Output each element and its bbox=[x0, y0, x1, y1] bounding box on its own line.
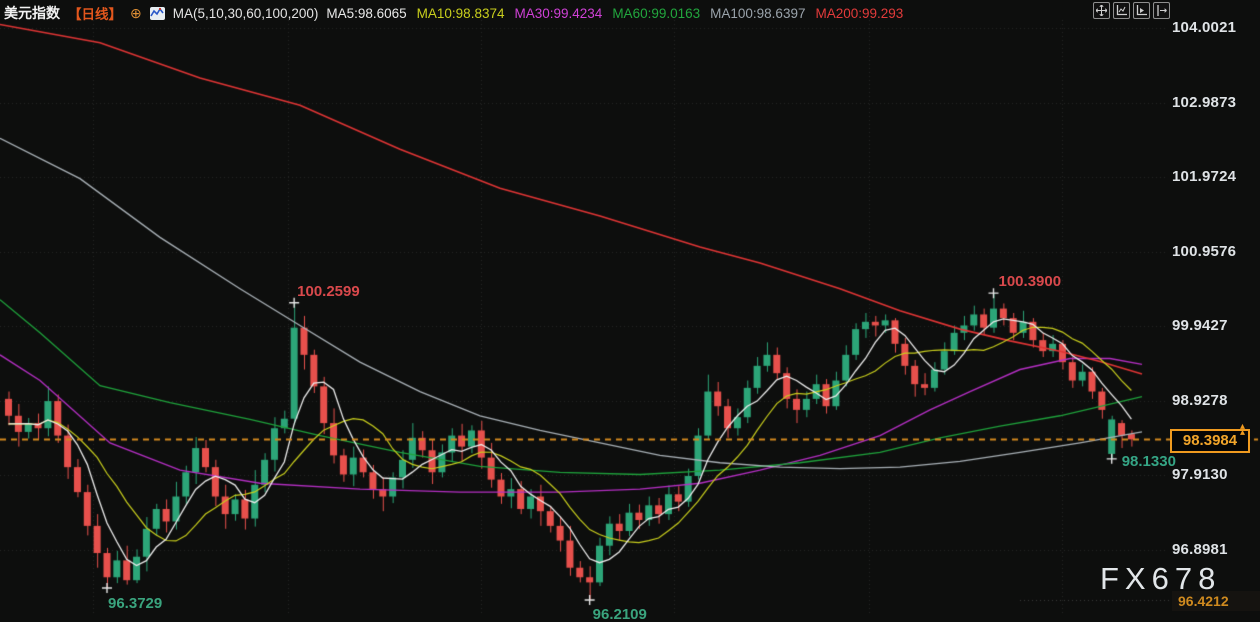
extreme-price-label: 96.2109 bbox=[592, 605, 647, 622]
price-axis-label: 101.9724 bbox=[1172, 168, 1237, 185]
chart-toolbar bbox=[1093, 2, 1170, 19]
ma-legend-item-ma200[interactable]: MA200:99.293 bbox=[815, 5, 904, 21]
session-low-marker: 96.4212 bbox=[1172, 591, 1260, 611]
price-axis-label: 100.9576 bbox=[1172, 242, 1237, 260]
ma-params-label[interactable]: MA(5,10,30,60,100,200) bbox=[172, 5, 319, 21]
extreme-price-label: 96.3729 bbox=[108, 595, 163, 613]
extreme-price-label: 100.2599 bbox=[297, 282, 360, 300]
price-axis-label: 99.9427 bbox=[1172, 317, 1228, 334]
ma-legend: MA5:98.6065 MA10:98.8374 MA30:99.4234 MA60:… bbox=[326, 6, 903, 21]
price-axis-label: 102.9873 bbox=[1172, 93, 1237, 111]
ma-legend-item-ma10[interactable]: MA10:98.8374 bbox=[416, 5, 505, 21]
ma-legend-item-ma5[interactable]: MA5:98.6065 bbox=[326, 5, 407, 21]
ma-legend-item-ma30[interactable]: MA30:99.4234 bbox=[514, 5, 603, 21]
price-up-arrow-icon: ▴ ▴ bbox=[1240, 420, 1246, 438]
symbol-title: 美元指数 bbox=[4, 5, 60, 21]
compare-add-icon[interactable]: ⊕ bbox=[130, 4, 142, 21]
price-axis-label: 104.0021 bbox=[1172, 19, 1237, 36]
ma-legend-item-ma60[interactable]: MA60:99.0163 bbox=[612, 5, 701, 21]
move-crosshair-icon bbox=[1096, 5, 1107, 16]
price-axis-label: 96.8981 bbox=[1172, 540, 1228, 558]
current-price-tag: 98.3984 bbox=[1170, 428, 1250, 453]
chart-header: 美元指数 【日线】 ⊕ MA(5,10,30,60,100,200) MA5:9… bbox=[4, 3, 903, 23]
price-scale-button[interactable] bbox=[1113, 2, 1130, 19]
time-scale-icon bbox=[1136, 5, 1147, 16]
fx678-watermark: FX678 bbox=[1100, 561, 1222, 596]
period-label[interactable]: 【日线】 bbox=[68, 7, 122, 22]
time-scale-button[interactable] bbox=[1133, 2, 1150, 19]
export-button[interactable] bbox=[1153, 2, 1170, 19]
price-axis-label: 97.9130 bbox=[1172, 466, 1228, 483]
move-crosshair-button[interactable] bbox=[1093, 2, 1110, 19]
extreme-price-label: 100.3900 bbox=[998, 273, 1062, 291]
price-axis-label: 98.9278 bbox=[1172, 391, 1228, 409]
extreme-price-label: 98.1330 bbox=[1121, 452, 1176, 470]
price-scale-icon bbox=[1116, 5, 1127, 16]
exit-right-icon bbox=[1157, 5, 1167, 16]
indicator-chart-icon[interactable] bbox=[149, 6, 165, 20]
ma-legend-item-ma100[interactable]: MA100:98.6397 bbox=[710, 5, 806, 21]
